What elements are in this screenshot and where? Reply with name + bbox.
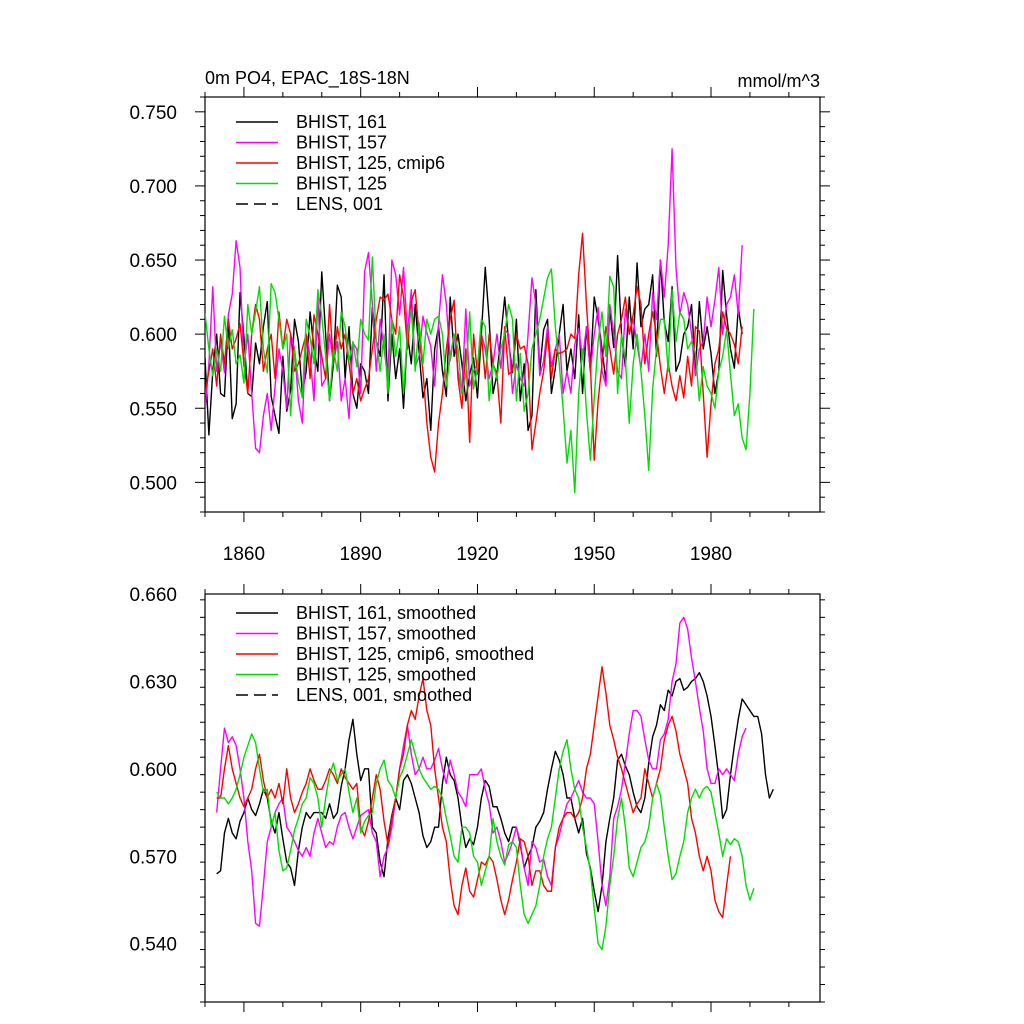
y-tick-label: 0.550 bbox=[129, 399, 177, 420]
legend-label: BHIST, 125, cmip6 bbox=[296, 153, 445, 173]
y-tick-label: 0.600 bbox=[129, 325, 177, 346]
series-line-bhist-125 bbox=[205, 256, 755, 494]
legend-label: BHIST, 161 bbox=[296, 112, 387, 132]
figure-title: 0m PO4, EPAC_18S-18N bbox=[205, 68, 410, 89]
series-line-bhist-161-smoothed bbox=[216, 671, 774, 913]
legend-label: BHIST, 161, smoothed bbox=[296, 603, 476, 623]
legend-label: LENS, 001 bbox=[296, 194, 383, 214]
tick-marks bbox=[195, 87, 830, 522]
y-tick-label: 0.630 bbox=[129, 672, 177, 693]
x-tick-label: 1950 bbox=[573, 544, 615, 565]
series-line-bhist-125-cmip6-smoothed bbox=[216, 666, 732, 919]
legend-label: BHIST, 125, cmip6, smoothed bbox=[296, 644, 534, 664]
x-tick-label: 1860 bbox=[223, 544, 265, 565]
y-tick-label: 0.750 bbox=[129, 103, 177, 124]
series-line-bhist-157 bbox=[205, 148, 743, 454]
series-line-bhist-125-cmip6 bbox=[205, 232, 743, 473]
x-tick-label: 1920 bbox=[456, 544, 498, 565]
y-tick-label: 0.500 bbox=[129, 473, 177, 494]
x-tick-label: 1980 bbox=[690, 544, 732, 565]
series-line-bhist-161 bbox=[205, 254, 743, 436]
legend-label: BHIST, 157 bbox=[296, 133, 387, 153]
units-label: mmol/m^3 bbox=[738, 71, 820, 91]
y-tick-label: 0.570 bbox=[129, 847, 177, 868]
x-tick-label: 1890 bbox=[340, 544, 382, 565]
series-line-bhist-125-smoothed bbox=[216, 733, 755, 951]
series-group bbox=[205, 148, 755, 494]
series-group bbox=[215, 616, 774, 951]
legend-label: BHIST, 125 bbox=[296, 174, 387, 194]
bottom-panel: 0.540 0.570 0.600 0.630 0.660 BHIST, 161, smo… bbox=[129, 584, 825, 1012]
legend-label: LENS, 001, smoothed bbox=[296, 685, 472, 705]
y-tick-label: 0.540 bbox=[129, 935, 177, 956]
top-panel: 0.500 0.550 0.600 0.650 0.700 0.750 1860 1890 19… bbox=[129, 87, 830, 565]
y-tick-label: 0.700 bbox=[129, 177, 177, 198]
y-tick-label: 0.660 bbox=[129, 585, 177, 606]
plot-frame bbox=[204, 593, 821, 1003]
series-line-bhist-157-smoothed bbox=[215, 616, 747, 927]
tick-marks bbox=[200, 584, 825, 1012]
y-tick-label: 0.650 bbox=[129, 251, 177, 272]
y-tick-label: 0.600 bbox=[129, 760, 177, 781]
legend-label: BHIST, 125, smoothed bbox=[296, 665, 476, 685]
legend-label: BHIST, 157, smoothed bbox=[296, 624, 476, 644]
